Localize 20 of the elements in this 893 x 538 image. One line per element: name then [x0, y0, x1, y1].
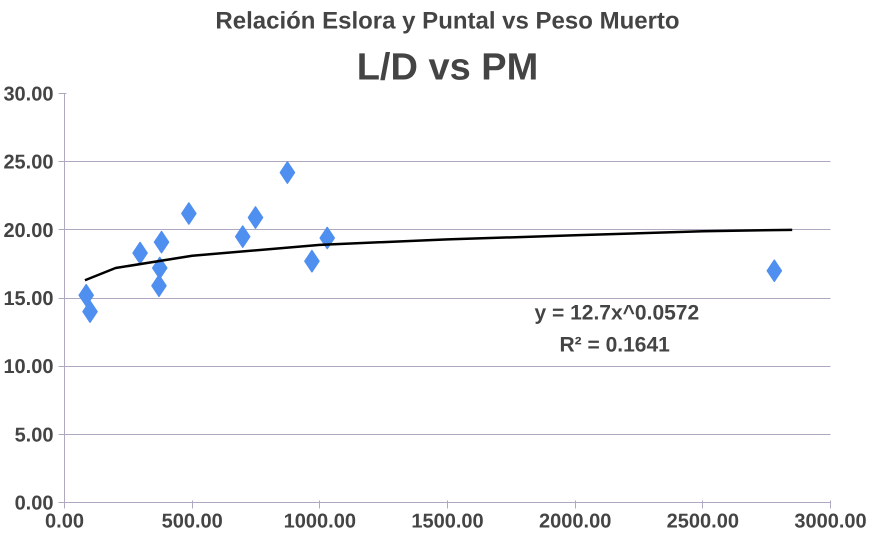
- y-tick-label: 30.00: [3, 84, 54, 106]
- y-tick-label: 25.00: [3, 152, 54, 174]
- annotation: R² = 0.1641: [560, 334, 670, 356]
- point: [319, 226, 336, 250]
- annotation: y = 12.7x^0.0572: [534, 302, 700, 324]
- x-tick-label: 2500.00: [666, 510, 739, 532]
- x-tick-label: 500.00: [162, 510, 223, 532]
- x-tick-label: 1500.00: [411, 510, 484, 532]
- chart-subtitle: L/D vs PM: [356, 46, 538, 88]
- x-tick-label: 3000.00: [794, 510, 867, 532]
- point: [234, 225, 251, 248]
- point: [766, 259, 782, 282]
- x-tick-label: 2000.00: [539, 510, 612, 532]
- y-tick-label: 15.00: [3, 288, 54, 310]
- y-tick-label: 5.00: [14, 424, 54, 446]
- y-tick-label: 10.00: [3, 356, 54, 378]
- y-tick-label: 20.00: [3, 220, 54, 242]
- point: [78, 284, 94, 307]
- x-tick-label: 1000.00: [284, 510, 356, 532]
- chart-title: Relación Eslora y Puntal vs Peso Muerto: [215, 8, 680, 34]
